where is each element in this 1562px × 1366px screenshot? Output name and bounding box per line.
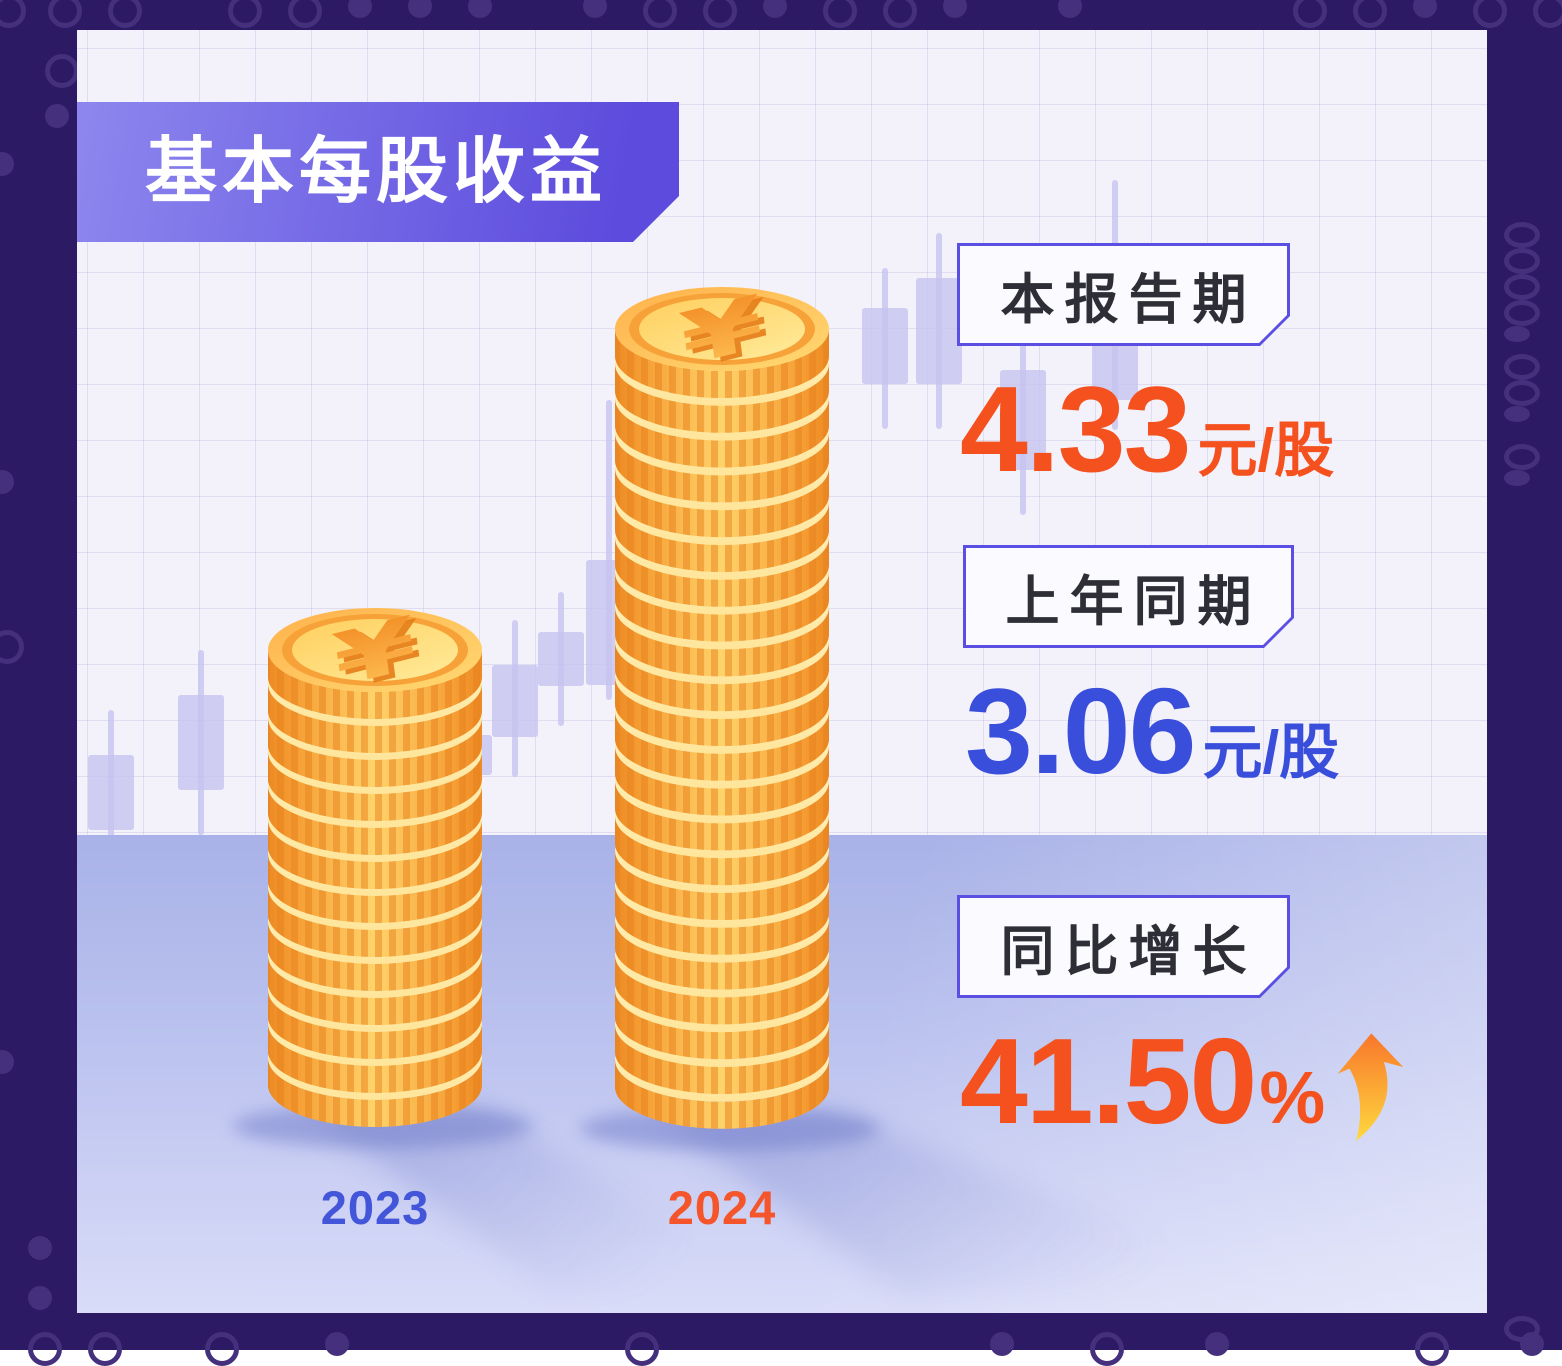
previous-period-box: 上年同期 — [963, 545, 1294, 648]
candlestick-body — [862, 308, 908, 384]
circle-outline-decoration — [1504, 444, 1540, 470]
infographic-card: ¥ ¥ ¥ ¥ 基本每股收益 本报告期 4.33 元/股 上年同期 3.06 元/股 … — [77, 30, 1487, 1313]
circle-outline-decoration — [1504, 1316, 1540, 1342]
svg-text:¥: ¥ — [682, 283, 775, 386]
circle-dot-decoration — [990, 1332, 1014, 1356]
circle-outline-decoration — [108, 0, 142, 28]
circle-outline-decoration — [48, 0, 82, 28]
candlestick-wick — [606, 400, 612, 700]
page-title: 基本每股收益 — [145, 132, 608, 212]
current-period-box: 本报告期 — [957, 243, 1290, 346]
circle-dot-decoration — [28, 1236, 52, 1260]
circle-dot-decoration — [763, 0, 787, 18]
growth-label: 同比增长 — [1000, 922, 1257, 982]
circle-outline-decoration — [205, 1332, 239, 1366]
circle-outline-decoration — [625, 1332, 659, 1366]
circle-outline-decoration — [1473, 0, 1507, 28]
growth-box: 同比增长 — [957, 895, 1290, 998]
growth-value-unit: % — [1259, 1056, 1326, 1139]
circle-dot-decoration — [28, 1286, 52, 1310]
circle-outline-decoration — [1353, 0, 1387, 28]
circle-outline-decoration — [1293, 0, 1327, 28]
circle-dot-decoration — [0, 470, 14, 494]
candlestick-body — [916, 278, 962, 384]
growth-arrow-icon — [1331, 1022, 1415, 1154]
circle-dot-decoration — [325, 1332, 349, 1356]
current-value-unit: 元/股 — [1197, 417, 1335, 484]
circle-outline-decoration — [228, 0, 262, 28]
circle-dot-decoration — [1413, 0, 1437, 18]
circle-outline-decoration — [643, 0, 677, 28]
circle-outline-decoration — [28, 1332, 62, 1366]
circle-outline-decoration — [823, 0, 857, 28]
title-banner: 基本每股收益 — [77, 102, 679, 242]
circle-outline-decoration — [0, 630, 24, 664]
circle-dot-decoration — [1504, 406, 1530, 422]
circle-outline-decoration — [288, 0, 322, 28]
circle-dot-decoration — [0, 152, 14, 176]
circle-outline-decoration — [45, 54, 79, 88]
circle-dot-decoration — [0, 1050, 14, 1074]
circle-dot-decoration — [408, 0, 432, 18]
circle-outline-decoration — [1504, 354, 1540, 380]
current-period-label: 本报告期 — [1000, 270, 1257, 330]
previous-value-number: 3.06 — [965, 663, 1196, 799]
circle-dot-decoration — [45, 104, 69, 128]
circle-dot-decoration — [1205, 1332, 1229, 1356]
circle-dot-decoration — [943, 0, 967, 18]
previous-period-label: 上年同期 — [1005, 572, 1262, 632]
circle-outline-decoration — [703, 0, 737, 28]
circle-dot-decoration — [468, 0, 492, 18]
circle-outline-decoration — [1504, 248, 1540, 274]
circle-outline-decoration — [88, 1332, 122, 1366]
candlestick-body — [1000, 370, 1046, 470]
circle-dot-decoration — [348, 0, 372, 18]
previous-value-unit: 元/股 — [1202, 719, 1340, 786]
svg-text:¥: ¥ — [328, 601, 421, 704]
coin-stacks-graphic: ¥¥¥¥ — [233, 280, 1262, 1295]
candlestick-body — [88, 755, 134, 830]
circle-outline-decoration — [1090, 1332, 1124, 1366]
current-value-number: 4.33 — [960, 361, 1191, 497]
circle-outline-decoration — [1504, 222, 1540, 248]
growth-value: 41.50 % — [960, 1020, 1415, 1142]
circle-dot-decoration — [583, 0, 607, 18]
candlestick-body — [178, 695, 224, 790]
circle-outline-decoration — [0, 0, 26, 28]
circle-dot-decoration — [1504, 470, 1530, 486]
current-period-value: 4.33 元/股 — [960, 368, 1334, 490]
x-label-2024: 2024 — [667, 1181, 777, 1234]
growth-value-number: 41.50 — [960, 1013, 1257, 1149]
previous-period-value: 3.06 元/股 — [965, 670, 1339, 792]
circle-dot-decoration — [1504, 326, 1530, 342]
x-label-2023: 2023 — [320, 1181, 430, 1234]
circle-outline-decoration — [1504, 300, 1540, 326]
candlestick-body — [538, 632, 584, 686]
circle-outline-decoration — [1533, 0, 1562, 28]
circle-dot-decoration — [1058, 0, 1082, 18]
candlestick-body — [492, 665, 538, 737]
circle-outline-decoration — [1415, 1332, 1449, 1366]
svg-text:¥: ¥ — [335, 604, 428, 707]
svg-text:¥: ¥ — [675, 280, 768, 383]
circle-outline-decoration — [1504, 380, 1540, 406]
circle-outline-decoration — [1504, 274, 1540, 300]
circle-outline-decoration — [883, 0, 917, 28]
